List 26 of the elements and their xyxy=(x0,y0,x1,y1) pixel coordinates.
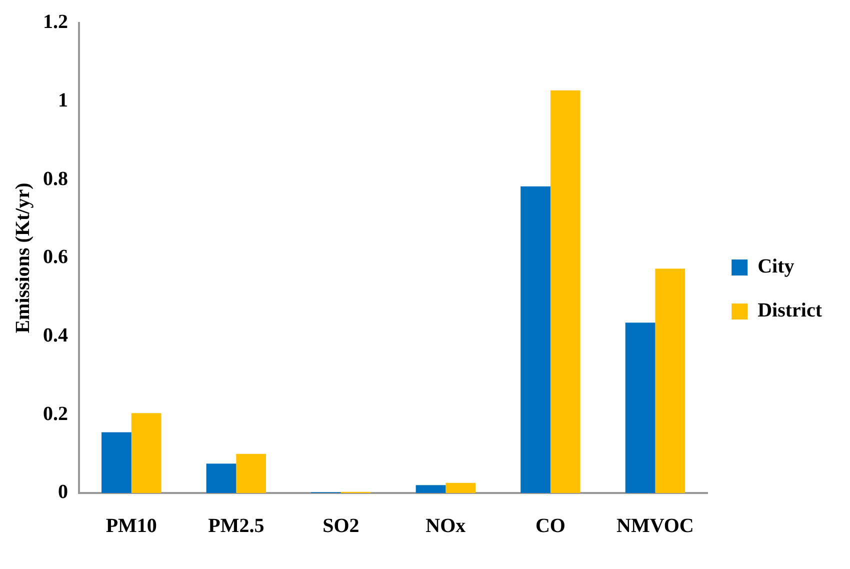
x-tick-label: CO xyxy=(535,515,566,538)
bar xyxy=(206,464,236,493)
bar xyxy=(446,482,476,493)
x-tick-label: SO2 xyxy=(322,515,360,538)
bar xyxy=(416,485,446,493)
y-tick-label: 1.2 xyxy=(43,11,68,34)
x-tick-label: NMVOC xyxy=(616,515,694,538)
y-tick-label: 0.2 xyxy=(43,402,68,425)
bar xyxy=(236,454,266,493)
legend-label: District xyxy=(758,300,822,322)
bar xyxy=(131,413,162,493)
y-axis-title: Emissions (Kt/yr) xyxy=(12,182,34,334)
x-tick-label: PM10 xyxy=(106,515,157,538)
x-tick-label: PM2.5 xyxy=(208,515,264,538)
bar xyxy=(520,186,550,493)
legend-label: City xyxy=(758,256,794,278)
bar xyxy=(102,432,132,493)
y-tick-label: 1 xyxy=(58,90,68,112)
bar xyxy=(550,90,580,493)
bar xyxy=(655,268,686,493)
y-tick-label: 0.6 xyxy=(43,246,68,268)
bar xyxy=(625,322,656,493)
y-tick-label: 0.8 xyxy=(43,168,68,190)
x-tick-label: NOx xyxy=(426,515,466,538)
y-tick-label: 0.4 xyxy=(43,324,68,347)
y-tick-label: 0 xyxy=(58,481,68,504)
